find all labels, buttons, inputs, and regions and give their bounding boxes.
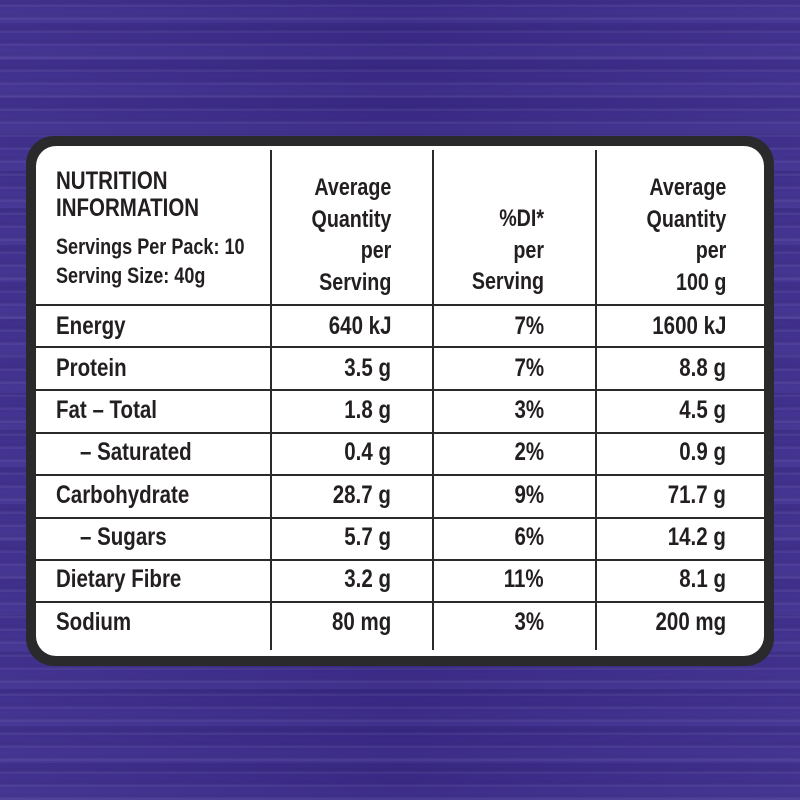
header-avg-per-100g: Average Quantity per 100 g — [646, 174, 726, 296]
row-divider — [36, 346, 764, 348]
row-value-per-serving: 640 kJ — [328, 312, 391, 340]
row-value-di: 3% — [514, 608, 544, 636]
row-value-per-serving: 80 mg — [331, 608, 391, 636]
row-value-per-100g: 14.2 g — [667, 523, 726, 551]
row-value-per-100g: 8.1 g — [679, 565, 726, 593]
column-divider — [595, 150, 597, 650]
row-value-di: 6% — [514, 523, 544, 551]
row-value-per-serving: 5.7 g — [344, 523, 391, 551]
header-divider — [36, 304, 764, 306]
row-divider — [36, 517, 764, 519]
row-value-per-100g: 71.7 g — [667, 481, 726, 509]
row-value-per-serving: 0.4 g — [344, 438, 391, 466]
row-divider — [36, 474, 764, 476]
row-value-per-serving: 28.7 g — [332, 481, 391, 509]
row-value-di: 9% — [514, 481, 544, 509]
row-value-per-100g: 0.9 g — [679, 438, 726, 466]
row-divider — [36, 559, 764, 561]
column-divider — [432, 150, 434, 650]
row-value-per-100g: 4.5 g — [679, 396, 726, 424]
row-value-per-100g: 200 mg — [655, 608, 726, 636]
row-label-fat-total: Fat – Total — [56, 396, 158, 424]
row-value-per-serving: 3.2 g — [344, 565, 391, 593]
row-label-sugars: – Sugars — [80, 523, 167, 551]
row-value-di: 7% — [514, 312, 544, 340]
row-value-di: 2% — [514, 438, 544, 466]
row-value-per-100g: 8.8 g — [679, 354, 726, 382]
title-line-2: INFORMATION — [56, 194, 200, 222]
row-divider — [36, 432, 764, 434]
row-value-per-serving: 3.5 g — [344, 354, 391, 382]
servings-info: Servings Per Pack: 10 Serving Size: 40g — [56, 232, 245, 290]
row-label-dietary-fibre: Dietary Fibre — [56, 565, 182, 593]
row-value-di: 7% — [514, 354, 544, 382]
row-label-protein: Protein — [56, 354, 127, 382]
row-value-di: 3% — [514, 396, 544, 424]
row-label-sodium: Sodium — [56, 608, 132, 636]
nutrition-table: NUTRITION INFORMATION Servings Per Pack:… — [36, 146, 764, 656]
row-value-di: 11% — [504, 565, 544, 593]
row-label-saturated: – Saturated — [80, 438, 192, 466]
title-line-1: NUTRITION — [56, 167, 168, 195]
row-divider — [36, 389, 764, 391]
serving-size: Serving Size: 40g — [56, 263, 206, 288]
row-value-per-serving: 1.8 g — [344, 396, 391, 424]
servings-per-pack: Servings Per Pack: 10 — [56, 234, 245, 259]
table-title: NUTRITION INFORMATION — [56, 168, 199, 222]
header-di-per-serving: %DI* per Serving — [471, 205, 544, 295]
row-value-per-100g: 1600 kJ — [651, 312, 726, 340]
row-label-energy: Energy — [56, 312, 126, 340]
row-divider — [36, 601, 764, 603]
row-label-carbohydrate: Carbohydrate — [56, 481, 190, 509]
header-avg-per-serving: Average Quantity per Serving — [311, 174, 391, 296]
column-divider — [270, 150, 272, 650]
